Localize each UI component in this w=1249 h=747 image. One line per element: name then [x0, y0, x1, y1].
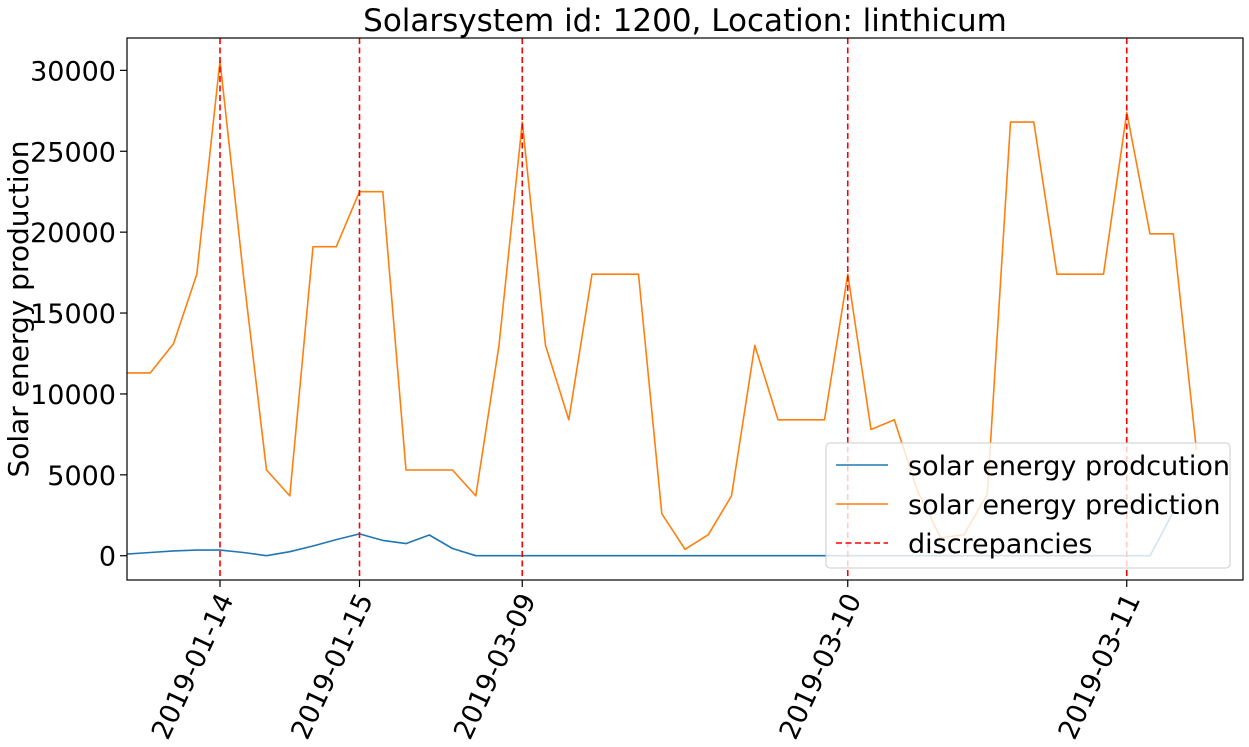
x-tick-label: 2019-03-10 — [774, 589, 868, 743]
y-tick-label: 5000 — [47, 461, 116, 492]
x-tick-label: 2019-01-15 — [285, 589, 379, 743]
legend-label-0: solar energy prodcution — [908, 451, 1230, 482]
y-tick-label: 30000 — [30, 56, 116, 87]
chart-title: Solarsystem id: 1200, Location: linthicu… — [363, 3, 1007, 39]
legend-label-1: solar energy prediction — [908, 490, 1220, 521]
x-tick-label: 2019-03-11 — [1053, 589, 1147, 743]
y-tick-label: 20000 — [30, 218, 116, 249]
y-tick-label: 10000 — [30, 380, 116, 411]
series-line-solar-energy-prediction — [127, 59, 1198, 551]
y-tick-label: 15000 — [30, 299, 116, 330]
legend-box — [825, 442, 1231, 569]
plot-area: 0 5000 10000 15000 20000 25000 30000 2019-01-14… — [30, 38, 1198, 744]
y-axis-label: Solar energy production — [2, 140, 35, 477]
legend-label-2: discrepancies — [908, 529, 1093, 560]
x-tick-label: 2019-03-09 — [448, 589, 542, 743]
x-tick-label: 2019-01-14 — [146, 589, 240, 743]
y-tick-label: 0 — [99, 542, 116, 573]
plot-frame — [126, 37, 1244, 581]
legend: solar energy prodcution solar energy pred… — [825, 442, 1231, 569]
y-tick-label: 25000 — [30, 137, 116, 168]
